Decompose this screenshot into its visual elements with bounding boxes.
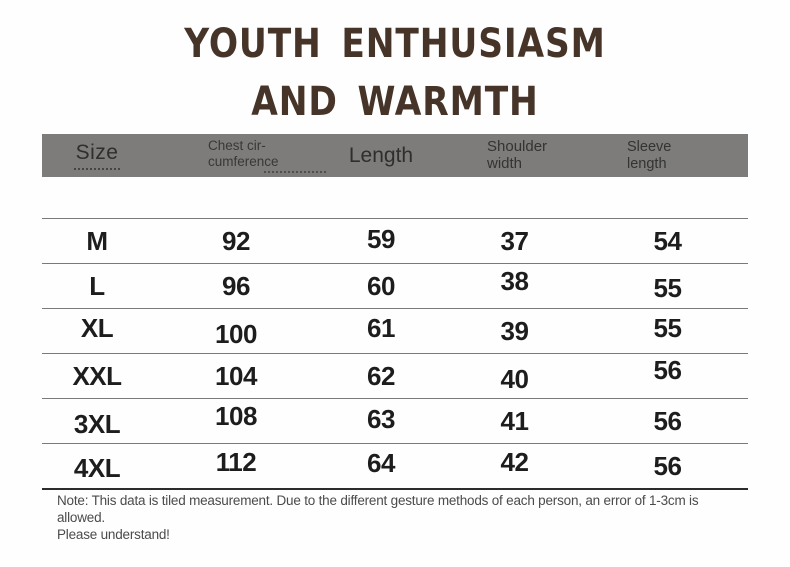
measurement-note: Note: This data is tiled measurement. Du… (57, 492, 747, 543)
length-cell: 62 (367, 360, 395, 391)
header-chest-label-line1: Chest cir- (208, 138, 266, 154)
shoulder-cell: 38 (500, 265, 529, 296)
note-line1: Note: This data is tiled measurement. Du… (57, 493, 699, 525)
length-cell: 63 (367, 403, 395, 434)
table-row-3xl: 3XL 108 63 41 56 (42, 398, 748, 443)
header-sleeve-label-line1: Sleeve (627, 139, 672, 156)
header-sleeve-label-line2: length (627, 155, 667, 172)
size-cell: 3XL (73, 408, 121, 439)
chest-cell: 108 (215, 400, 257, 431)
shoulder-cell: 40 (500, 363, 529, 394)
page-title-line1: YOUTH ENTHUSIASM (184, 21, 606, 67)
header-sleeve-length: Sleeve length (587, 139, 748, 171)
table-row-l: L 96 60 38 55 (42, 263, 748, 308)
size-table-header-row: Size Chest cir- cumference Length Should… (42, 134, 748, 177)
sleeve-cell: 54 (653, 225, 682, 256)
table-row-xl: XL 100 61 39 55 (42, 308, 748, 353)
chest-cell: 104 (215, 360, 257, 391)
length-cell: 64 (367, 447, 395, 478)
header-length-label: Length (348, 143, 414, 167)
shoulder-cell: 41 (500, 405, 529, 436)
sleeve-cell: 55 (653, 272, 682, 303)
header-shoulder-label-line2: width (487, 154, 523, 172)
chest-cell: 96 (222, 270, 250, 301)
table-row-xxl: XXL 104 62 40 56 (42, 353, 748, 398)
size-cell: 4XL (73, 452, 121, 483)
header-length: Length (320, 144, 442, 168)
table-row-4xl: 4XL 112 64 42 56 (42, 443, 748, 488)
chest-cell: 112 (215, 446, 257, 477)
size-cell: L (89, 270, 105, 301)
header-chest-circumference: Chest cir- cumference (152, 138, 320, 172)
shoulder-cell: 39 (500, 315, 529, 346)
header-size-label: Size (75, 141, 119, 165)
chest-cell: 92 (222, 225, 250, 256)
size-table-body: M 92 59 37 54 L 96 60 38 55 XL 100 61 39… (42, 218, 748, 490)
sleeve-cell: 56 (653, 450, 682, 481)
note-line2: Please understand! (57, 527, 170, 542)
length-cell: 59 (367, 223, 395, 254)
table-row-m: M 92 59 37 54 (42, 218, 748, 263)
shoulder-cell: 42 (500, 446, 529, 477)
header-size: Size (42, 141, 152, 170)
header-shoulder-width: Shoulder width (442, 137, 587, 173)
sleeve-cell: 56 (653, 354, 682, 385)
sleeve-cell: 56 (653, 405, 682, 436)
shoulder-cell: 37 (500, 225, 529, 256)
size-cell: XL (80, 312, 114, 343)
chest-cell: 100 (215, 318, 257, 349)
sleeve-cell: 55 (653, 312, 682, 343)
header-chest-label-line2: cumference (208, 153, 279, 169)
header-shoulder-label-line1: Shoulder (487, 137, 548, 155)
size-cell: M (86, 225, 108, 256)
size-table: Size Chest cir- cumference Length Should… (42, 134, 748, 490)
page-title-line2: AND WARMTH (251, 79, 539, 125)
length-cell: 61 (367, 312, 395, 343)
header-gap (42, 177, 748, 218)
size-cell: XXL (72, 360, 122, 391)
length-cell: 60 (367, 270, 395, 301)
